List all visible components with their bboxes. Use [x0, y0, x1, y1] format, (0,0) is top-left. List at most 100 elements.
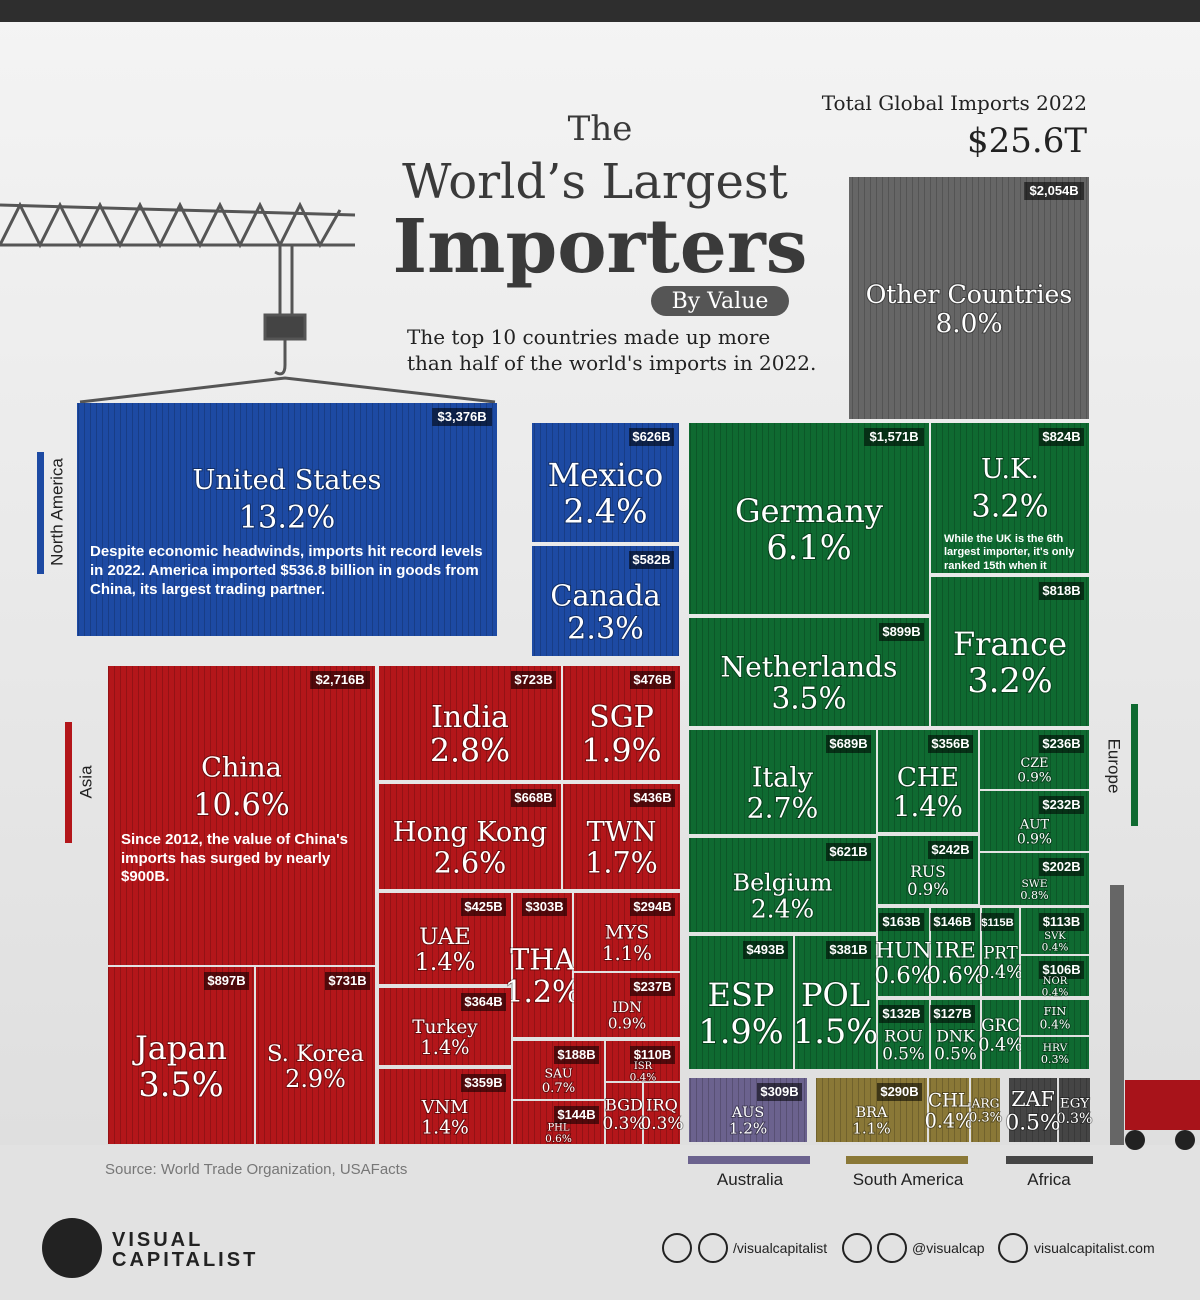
tile-name: BGD [605, 1095, 643, 1114]
tile-name: DNK [936, 1026, 976, 1045]
value-label: $668B [514, 790, 552, 805]
logo: VISUAL CAPITALIST [42, 1218, 255, 1278]
value-badge-bg [826, 843, 871, 861]
tile-name: SWE [1022, 877, 1048, 890]
value-badge-bg [511, 789, 556, 807]
value-label: $3,376B [438, 409, 487, 424]
tile-share: 0.6% [874, 963, 932, 989]
value-label: $731B [328, 973, 366, 988]
tile-share: 0.4% [630, 1072, 657, 1084]
value-label: $1,571B [870, 429, 919, 444]
value-badge-bg [630, 978, 675, 996]
tile-share: 2.6% [434, 846, 507, 879]
tile-share: 0.3% [1041, 1053, 1069, 1066]
top-bar [0, 0, 1200, 22]
tile-name: PRT [983, 944, 1018, 963]
title-line: The [568, 109, 633, 149]
tile-share: 0.5% [1006, 1111, 1061, 1136]
tile-texture [1059, 1078, 1090, 1142]
value-label: $163B [882, 914, 920, 929]
tile-share: 0.4% [925, 1109, 974, 1132]
tile-name: Other Countries [866, 280, 1073, 309]
tile-name: ISR [634, 1061, 653, 1072]
note-box: Since 2012, the value of China's imports… [121, 831, 348, 886]
region-label: Africa [1027, 1170, 1071, 1189]
value-badge-bg [629, 428, 674, 446]
tile-texture [108, 967, 254, 1144]
tile-name: EGY [1060, 1096, 1089, 1111]
value-label: $132B [882, 1006, 920, 1021]
value-label: $425B [464, 899, 502, 914]
floor [0, 1145, 1200, 1300]
tile-name: IDN [612, 1000, 642, 1016]
tile-name: Canada [550, 578, 660, 612]
tile-share: 1.1% [852, 1120, 890, 1138]
tile-share: 0.4% [978, 1035, 1022, 1055]
tile-texture [644, 1083, 680, 1144]
value-badge-bg [864, 428, 924, 446]
title-line: Importers [393, 204, 808, 290]
tile-texture [108, 666, 375, 965]
value-badge-bg [630, 1046, 675, 1064]
tile-share: 2.9% [285, 1065, 346, 1093]
tile-name: POL [801, 976, 870, 1014]
tile-name: AUT [1019, 817, 1050, 832]
tile-name: IRE [935, 939, 976, 964]
tile-share: 0.4% [1042, 942, 1069, 954]
value-badge-bg [1024, 182, 1084, 200]
value-badge-bg [928, 841, 973, 859]
tile-share: 1.9% [581, 734, 661, 770]
value-label: $689B [829, 736, 867, 751]
tile-share: 0.3% [641, 1113, 684, 1133]
social-link[interactable]: /visualcapitalist [733, 1240, 827, 1256]
total: $25.6T [967, 121, 1087, 161]
tile-name: ESP [708, 976, 775, 1014]
source: Source: World Trade Organization, USAFac… [105, 1161, 407, 1178]
tile-texture [931, 423, 1089, 573]
value-label: $146B [933, 914, 971, 929]
tile-name: AUS [731, 1105, 764, 1121]
tile-name: U.K. [981, 454, 1039, 485]
social-link[interactable]: visualcapitalist.com [1034, 1240, 1155, 1256]
tile-texture [256, 967, 375, 1144]
value-badge-bg [461, 1074, 506, 1092]
value-badge-bg [879, 1005, 924, 1023]
value-badge-bg [1039, 796, 1084, 814]
tile-share: 1.7% [585, 846, 658, 879]
value-label: $303B [525, 899, 563, 914]
note-box: While the UK is the 6th largest importer… [944, 533, 1074, 570]
tile-share: 0.6% [926, 963, 984, 989]
tile-texture [1021, 1037, 1089, 1069]
region-label: South America [853, 1170, 964, 1189]
value-label: $818B [1042, 583, 1080, 598]
tile-name: BRA [856, 1105, 888, 1121]
tile-share: 0.6% [545, 1133, 572, 1145]
forklift [1110, 885, 1200, 1150]
value-badge-bg [826, 941, 871, 959]
tile-name: S. Korea [267, 1041, 364, 1067]
tile-name: NOR [1043, 976, 1068, 987]
tile-name: IRQ [646, 1095, 678, 1114]
tile-share: 0.3% [1057, 1111, 1093, 1127]
value-badge-bg [826, 735, 871, 753]
region-bar [688, 1156, 810, 1164]
value-label: $236B [1042, 736, 1080, 751]
tile-name: SGP [589, 700, 654, 735]
tile-name: PHL [547, 1123, 569, 1134]
tile-name: India [431, 700, 509, 735]
value-label: $115B [981, 917, 1013, 929]
tile-texture [982, 1000, 1019, 1069]
tile-share: 1.4% [420, 1036, 469, 1059]
tile-name: RUS [910, 863, 946, 881]
tile-texture [77, 403, 497, 636]
tile-share: 2.7% [747, 792, 819, 825]
tile-name: CHE [897, 763, 959, 793]
value-badge-bg [743, 941, 788, 959]
tile-note: Despite economic headwinds, imports hit … [90, 543, 483, 598]
tile-name: GRC [981, 1016, 1020, 1035]
value-label: $582B [632, 552, 670, 567]
social-link[interactable]: @visualcap [912, 1240, 985, 1256]
social [662, 1233, 1028, 1263]
tile-share: 0.9% [1017, 771, 1051, 786]
tile-share: 13.2% [239, 500, 336, 535]
